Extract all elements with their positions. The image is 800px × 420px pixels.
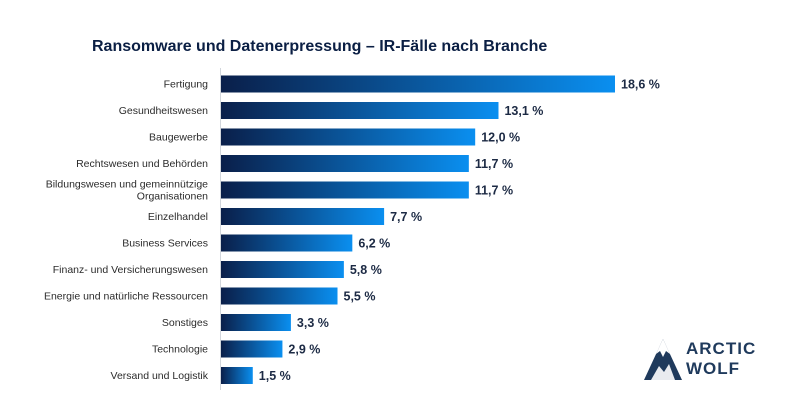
category-label-0: Fertigung — [164, 79, 209, 91]
category-label-5: Einzelhandel — [148, 211, 208, 223]
value-label-3: 11,7 % — [475, 157, 513, 171]
bar-2 — [221, 128, 476, 146]
category-label-4-line-0: Bildungswesen und gemeinnützige — [46, 179, 208, 191]
bar-5 — [221, 208, 385, 225]
value-label-2: 12,0 % — [481, 131, 520, 145]
category-label-1: Gesundheitswesen — [119, 105, 208, 117]
category-label-9: Sonstiges — [162, 317, 208, 329]
arctic-wolf-logo: ARCTIC WOLF — [642, 336, 762, 382]
brand-word-wolf: WOLF — [686, 359, 741, 378]
bar-4 — [221, 181, 469, 199]
category-label-6: Business Services — [122, 238, 208, 250]
value-label-1: 13,1 % — [504, 104, 543, 118]
category-label-11: Versand und Logistik — [111, 370, 209, 382]
value-label-7: 5,8 % — [350, 263, 382, 277]
category-label-8: Energie und natürliche Ressourcen — [44, 291, 208, 303]
bar-7 — [221, 261, 344, 278]
value-label-10: 2,9 % — [288, 343, 320, 357]
value-label-11: 1,5 % — [259, 369, 291, 383]
value-label-0: 18,6 % — [621, 78, 660, 92]
bar-3 — [221, 155, 469, 172]
category-label-3: Rechtswesen und Behörden — [76, 158, 208, 170]
value-label-5: 7,7 % — [390, 210, 422, 224]
chart-title: Ransomware und Datenerpressung – IR-Fäll… — [92, 38, 548, 55]
bar-0 — [221, 75, 615, 93]
category-label-2: Baugewerbe — [149, 132, 208, 144]
bar-10 — [221, 340, 283, 358]
bar-8 — [221, 287, 338, 305]
bar-1 — [221, 102, 499, 119]
bar-6 — [221, 234, 353, 252]
value-label-6: 6,2 % — [358, 237, 390, 251]
brand-word-arctic: ARCTIC — [686, 339, 757, 358]
wolf-mountain-icon — [644, 339, 682, 380]
value-label-9: 3,3 % — [297, 316, 329, 330]
category-label-7: Finanz- und Versicherungswesen — [53, 264, 208, 276]
bar-9 — [221, 314, 291, 331]
bar-11 — [221, 367, 253, 384]
category-label-10: Technologie — [152, 344, 208, 356]
category-label-4-line-1: Organisationen — [137, 191, 208, 203]
value-label-8: 5,5 % — [344, 290, 376, 304]
value-label-4: 11,7 % — [475, 184, 513, 198]
